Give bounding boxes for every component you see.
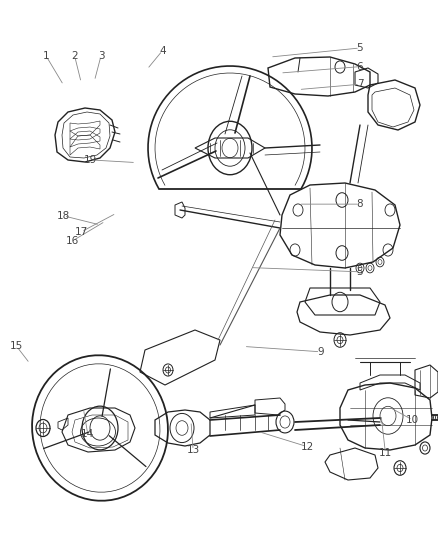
Text: 8: 8 (356, 199, 363, 209)
Text: 4: 4 (159, 46, 166, 55)
Text: 7: 7 (356, 79, 363, 89)
Text: 5: 5 (356, 43, 363, 53)
Text: 19: 19 (83, 155, 96, 165)
Text: 12: 12 (300, 442, 313, 451)
Text: 16: 16 (66, 236, 79, 246)
Text: 6: 6 (356, 62, 363, 71)
Text: 1: 1 (42, 51, 49, 61)
Text: 3: 3 (97, 51, 104, 61)
Text: 11: 11 (378, 448, 391, 458)
Text: 18: 18 (57, 211, 70, 221)
Text: 14: 14 (81, 430, 94, 439)
Text: 17: 17 (74, 227, 88, 237)
Text: 9: 9 (316, 347, 323, 357)
Text: 15: 15 (10, 342, 23, 351)
Text: 10: 10 (405, 415, 418, 425)
Text: 2: 2 (71, 51, 78, 61)
Text: 5: 5 (356, 267, 363, 277)
Text: 13: 13 (186, 446, 199, 455)
